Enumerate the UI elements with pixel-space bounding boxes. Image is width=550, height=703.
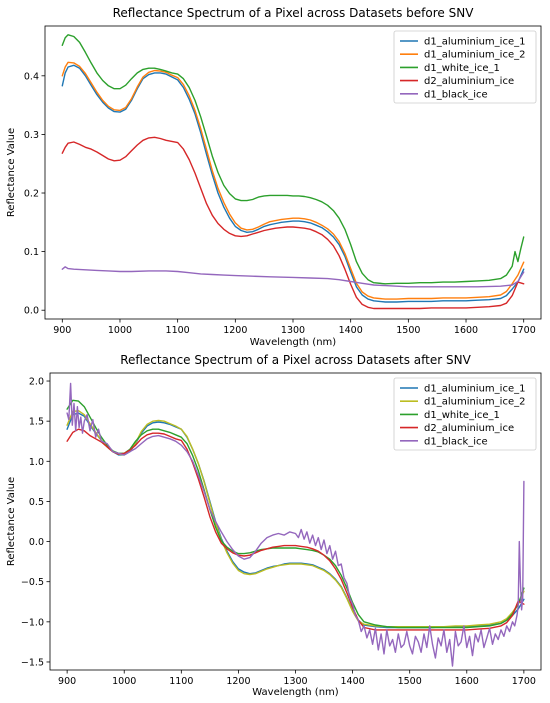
legend-label: d1_black_ice <box>424 89 488 100</box>
series-line-d1_white_ice_1 <box>66 399 525 629</box>
y-tick-label: 1.5 <box>29 417 44 428</box>
y-tick-label: 0.5 <box>29 497 44 508</box>
chart-title: Reflectance Spectrum of a Pixel across D… <box>113 6 475 20</box>
x-tick-label: 1600 <box>454 325 478 336</box>
x-axis-label: Wavelength (nm) <box>252 687 338 698</box>
y-tick-label: 0.2 <box>24 189 39 200</box>
x-axis-label: Wavelength (nm) <box>250 337 336 348</box>
x-tick-label: 1500 <box>398 676 422 687</box>
chart-1: Reflectance Spectrum of a Pixel across D… <box>6 6 542 348</box>
y-tick-label: −0.5 <box>21 577 44 588</box>
series-lines <box>66 382 525 667</box>
y-tick-label: 0.3 <box>24 130 39 141</box>
y-tick-label: 0.0 <box>24 306 39 317</box>
legend: d1_aluminium_ice_1 d1_aluminium_ice_2 d1_w… <box>393 377 537 451</box>
x-tick-label: 1300 <box>283 676 307 687</box>
x-tick-label: 1400 <box>339 325 363 336</box>
y-tick-label: 1.0 <box>29 457 44 468</box>
x-tick-label: 1700 <box>512 676 536 687</box>
series-lines <box>61 34 525 310</box>
y-tick-label: 0.1 <box>24 247 39 258</box>
x-tick-label: 1000 <box>112 676 136 687</box>
x-tick-label: 1100 <box>169 676 193 687</box>
legend-label: d1_aluminium_ice_2 <box>424 397 525 408</box>
x-tick-label: 1500 <box>396 325 420 336</box>
x-tick-label: 1600 <box>455 676 479 687</box>
series-line-d1_black_ice <box>61 266 525 288</box>
series-line-d1_white_ice_1 <box>61 34 525 285</box>
legend-label: d2_aluminium_ice <box>424 76 514 87</box>
x-tick-label: 1300 <box>281 325 305 336</box>
chart-title: Reflectance Spectrum of a Pixel across D… <box>120 353 471 367</box>
legend-label: d1_black_ice <box>424 436 488 447</box>
legend-label: d1_aluminium_ice_2 <box>424 50 525 61</box>
legend-label: d1_white_ice_1 <box>424 63 500 74</box>
x-tick-label: 1000 <box>108 325 132 336</box>
y-tick-label: 0.4 <box>24 71 39 82</box>
y-tick-label: −1.5 <box>21 657 44 668</box>
x-tick-label: 900 <box>53 325 71 336</box>
series-line-d1_aluminium_ice_2 <box>61 61 525 300</box>
legend: d1_aluminium_ice_1 d1_aluminium_ice_2 d1_w… <box>393 30 537 104</box>
legend-label: d1_aluminium_ice_1 <box>424 37 525 48</box>
legend-box <box>393 30 537 104</box>
y-axis-label: Reflectance Value <box>6 477 17 566</box>
x-tick-label: 1400 <box>340 676 364 687</box>
series-line-d1_black_ice <box>66 382 525 667</box>
y-tick-label: 2.0 <box>29 377 44 388</box>
x-tick-label: 1200 <box>223 325 247 336</box>
legend-label: d1_aluminium_ice_1 <box>424 384 525 395</box>
legend-label: d1_white_ice_1 <box>424 410 500 421</box>
series-line-d1_aluminium_ice_1 <box>61 64 525 303</box>
chart-2: Reflectance Spectrum of a Pixel across D… <box>6 353 542 698</box>
x-tick-label: 1200 <box>226 676 250 687</box>
y-axis-label: Reflectance Value <box>6 128 17 217</box>
legend-box <box>393 377 537 451</box>
x-tick-label: 1100 <box>166 325 190 336</box>
series-line-d2_aluminium_ice <box>61 136 525 310</box>
x-tick-label: 900 <box>58 676 76 687</box>
y-tick-label: −1.0 <box>21 617 44 628</box>
y-tick-label: 0.0 <box>29 537 44 548</box>
legend-label: d2_aluminium_ice <box>424 423 514 434</box>
x-tick-label: 1700 <box>512 325 536 336</box>
series-line-d2_aluminium_ice <box>66 428 525 631</box>
